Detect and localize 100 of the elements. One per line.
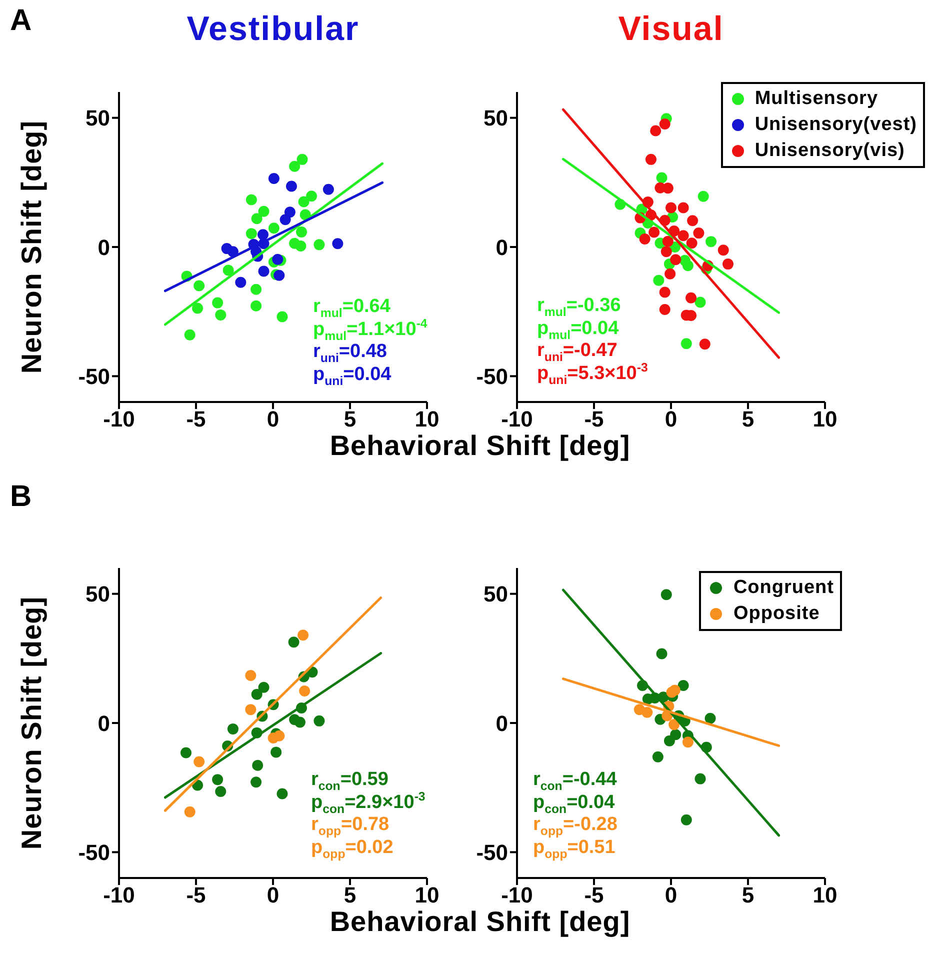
point xyxy=(250,300,262,312)
annotation: p$_{opp}$=0.51 xyxy=(533,836,616,860)
point xyxy=(650,125,662,136)
annotation: r$_{opp}$=0.78 xyxy=(311,814,390,838)
point xyxy=(678,230,689,242)
text: A xyxy=(10,4,32,38)
point xyxy=(276,311,288,322)
point xyxy=(235,276,246,288)
point xyxy=(660,589,672,600)
point xyxy=(698,190,709,202)
point xyxy=(288,636,300,648)
y-tick-label: -50 xyxy=(78,840,110,865)
point xyxy=(268,222,280,234)
point xyxy=(194,756,205,768)
point xyxy=(270,746,282,758)
point xyxy=(693,228,704,239)
point xyxy=(662,236,674,247)
legend-label: Congruent xyxy=(733,577,834,599)
point xyxy=(296,226,307,238)
point xyxy=(306,190,317,202)
point xyxy=(686,238,698,249)
point xyxy=(294,716,306,728)
annotation: r$_{mul}$=-0.36 xyxy=(537,295,622,319)
text: B xyxy=(10,480,32,514)
point xyxy=(694,296,706,308)
x-tick-label: 0 xyxy=(266,882,280,908)
point xyxy=(686,292,697,304)
point xyxy=(298,630,309,641)
point xyxy=(668,719,680,730)
y-axis-title: Neuron Shift [deg] xyxy=(16,596,48,850)
y-tick-label: 50 xyxy=(86,582,110,607)
point xyxy=(250,284,262,295)
point xyxy=(258,266,270,277)
annotation: r$_{opp}$=-0.28 xyxy=(533,814,618,838)
point xyxy=(666,686,678,698)
annotation: p$_{mul}$=0.04 xyxy=(537,318,620,342)
x-tick-label: 5 xyxy=(742,882,754,908)
point xyxy=(251,213,262,224)
annotation: p$_{opp}$=0.02 xyxy=(311,836,394,860)
x-axis-title: Behavioral Shift [deg] xyxy=(328,430,632,462)
point xyxy=(289,160,300,172)
chart-title: Vestibular xyxy=(186,10,360,49)
point xyxy=(274,730,285,742)
y-tick-label: 50 xyxy=(484,582,508,607)
point xyxy=(659,286,670,298)
point xyxy=(653,274,664,286)
point xyxy=(670,729,682,740)
point xyxy=(250,776,262,788)
point xyxy=(704,712,716,724)
y-tick-label: 50 xyxy=(86,106,110,131)
x-tick-label: 5 xyxy=(742,406,754,432)
point xyxy=(656,648,668,660)
x-tick-label: 10 xyxy=(812,406,838,432)
x-tick-label: 10 xyxy=(414,882,440,908)
x-tick-label: 5 xyxy=(344,406,356,432)
y-tick-label: -50 xyxy=(78,364,110,389)
x-tick-label: 5 xyxy=(344,882,356,908)
point xyxy=(639,233,650,244)
point xyxy=(642,706,653,718)
point xyxy=(680,338,692,350)
point xyxy=(718,244,729,256)
point xyxy=(258,206,270,217)
x-tick-label: -10 xyxy=(501,882,533,908)
point xyxy=(314,239,325,250)
point xyxy=(659,304,670,316)
point xyxy=(252,760,264,771)
point xyxy=(680,814,692,826)
x-tick-label: 0 xyxy=(664,406,678,432)
x-tick-label: -10 xyxy=(501,406,533,432)
point xyxy=(645,154,656,165)
point xyxy=(664,268,676,280)
legend-label: Opposite xyxy=(733,603,820,625)
legend-label: Multisensory xyxy=(754,88,878,110)
legend-label: Unisensory(vest) xyxy=(754,114,917,136)
point xyxy=(648,226,660,238)
legend-label: Unisensory(vis) xyxy=(754,140,905,162)
point xyxy=(246,194,257,206)
x-tick-label: 10 xyxy=(812,882,838,908)
point xyxy=(274,270,285,281)
point xyxy=(682,260,694,272)
y-tick-label: 0 xyxy=(496,234,508,260)
x-tick-label: -10 xyxy=(103,882,135,908)
point xyxy=(272,254,284,265)
point xyxy=(227,723,238,734)
y-tick-label: 50 xyxy=(484,106,508,131)
point xyxy=(215,786,226,797)
point xyxy=(222,264,234,276)
point xyxy=(212,297,224,308)
point xyxy=(722,258,734,270)
point xyxy=(251,688,262,700)
point xyxy=(246,228,257,240)
point xyxy=(295,240,306,252)
point xyxy=(258,682,270,693)
chart-title: Visual xyxy=(617,10,725,49)
point xyxy=(280,214,291,226)
y-tick-label: 0 xyxy=(496,710,508,736)
point xyxy=(706,236,717,248)
point xyxy=(678,202,689,214)
y-tick-label: 0 xyxy=(98,710,110,736)
point xyxy=(284,206,296,218)
